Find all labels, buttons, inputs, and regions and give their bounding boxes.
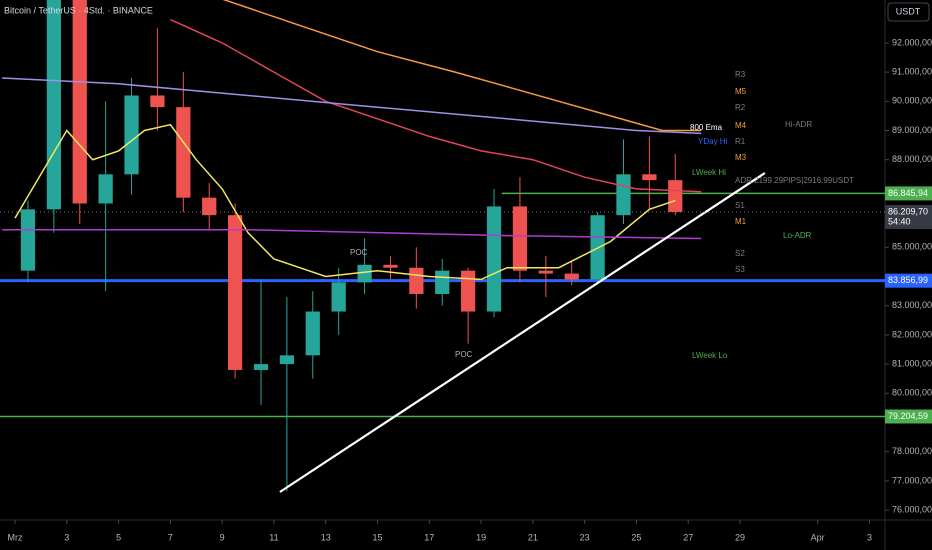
y-tick-label: 89.000,00 (892, 125, 932, 135)
annotation: R3 (735, 70, 746, 79)
x-tick-label: 17 (424, 532, 434, 542)
price-tag (885, 409, 932, 424)
x-tick-label: 15 (373, 532, 383, 542)
candle-body (46, 0, 61, 210)
price-tag-label: 79.204,59 (888, 411, 928, 421)
y-tick-label: 88.000,00 (892, 154, 932, 164)
x-tick-label: 29 (735, 532, 745, 542)
y-tick-label: 83.000,00 (892, 300, 932, 310)
annotation: 800 Ema (690, 123, 723, 132)
annotation: LWeek Lo (692, 351, 728, 360)
x-tick-label: 13 (321, 532, 331, 542)
x-tick-label: 3 (867, 532, 872, 542)
x-tick-label: 27 (683, 532, 693, 542)
candle-body (279, 355, 295, 365)
candle-body (357, 264, 372, 283)
y-tick-label: 76.000,00 (892, 504, 932, 514)
candle-body (305, 311, 320, 356)
candle-body (409, 267, 424, 295)
candle-body (512, 206, 528, 271)
y-tick-label: 91.000,00 (892, 66, 932, 76)
candle-body (98, 174, 113, 204)
currency-box[interactable] (887, 2, 930, 22)
candle-body (176, 107, 191, 198)
annotation: Hi-ADR (785, 120, 812, 129)
candle-body (435, 270, 450, 295)
x-tick-label: 5 (116, 532, 121, 542)
candle-body (642, 174, 657, 181)
candle-body (253, 364, 269, 370)
annotation: LWeek Hi (692, 168, 726, 177)
annotation: POC (350, 248, 368, 257)
annotation: POC (455, 350, 473, 359)
y-tick-label: 77.000,00 (892, 475, 932, 485)
candle-body (668, 180, 683, 212)
x-tick-label: 19 (476, 532, 486, 542)
annotation: Lo-ADR (783, 231, 812, 240)
candle-body (227, 215, 243, 370)
annotation: YDay Hi (698, 137, 728, 146)
indicator-line (222, 0, 702, 132)
candle-body (383, 264, 398, 268)
indicator-line (2, 77, 702, 135)
candle-body (486, 206, 502, 312)
y-tick-label: 81.000,00 (892, 358, 932, 368)
candle-body (564, 273, 579, 280)
last-price-tag (885, 204, 932, 229)
annotation: R2 (735, 103, 746, 112)
candle-body (538, 270, 553, 274)
axes: 92.000,00 91.000,00 90.000,00 89.000,00 88.0… (8, 37, 932, 542)
countdown: 54:40 (888, 216, 911, 226)
price-tag (885, 273, 932, 288)
candle-body (20, 209, 36, 271)
annotation: ADR 2199.29PIPS|2916.99USDT (735, 176, 854, 185)
price-tag-label: 83.856,99 (888, 275, 928, 285)
indicator-line (14, 123, 676, 281)
candle-body (202, 197, 217, 216)
x-tick-label: 9 (220, 532, 225, 542)
annotation: M4 (735, 121, 747, 130)
y-tick-label: 82.000,00 (892, 329, 932, 339)
indicator-line (2, 229, 702, 240)
candle-body (616, 174, 631, 216)
currency[interactable]: USDT (896, 6, 921, 16)
y-tick-label: 80.000,00 (892, 388, 932, 398)
last-price-label: 86.209,70 (888, 206, 928, 216)
indicator-line (170, 18, 702, 193)
annotation: R1 (735, 137, 746, 146)
y-tick-label: 92.000,00 (892, 37, 932, 47)
candle-body (150, 95, 165, 108)
annotation: S1 (735, 201, 745, 210)
x-tick-label: 7 (168, 532, 173, 542)
price-tag (885, 186, 932, 201)
x-tick-label: Mrz (8, 532, 23, 542)
x-tick-label: 23 (580, 532, 590, 542)
y-tick-label: 90.000,00 (892, 96, 932, 106)
candle-body (124, 95, 139, 175)
indicator-line (279, 172, 766, 493)
annotation: M3 (735, 153, 747, 162)
plot-area: 800 Ema YDay Hi LWeek Hi LWeek Lo POC POC Hi-A… (0, 0, 885, 493)
y-tick-label: 78.000,00 (892, 446, 932, 456)
chart-title: Bitcoin / TetherUS · 4Std. · BINANCE (4, 5, 153, 15)
candle-body (331, 282, 346, 312)
candle-body (72, 0, 87, 204)
x-tick-label: 11 (269, 532, 278, 542)
x-tick-label: Apr (811, 532, 825, 542)
x-tick-label: 3 (64, 532, 69, 542)
annotation: S3 (735, 265, 745, 274)
x-tick-label: 21 (528, 532, 538, 542)
y-tick-label: 85.000,00 (892, 242, 932, 252)
price-tag-label: 86.845,94 (888, 188, 928, 198)
annotation: M5 (735, 87, 747, 96)
candle-body (461, 270, 476, 312)
annotation: M1 (735, 217, 747, 226)
x-tick-label: 25 (631, 532, 641, 542)
annotation: S2 (735, 249, 745, 258)
